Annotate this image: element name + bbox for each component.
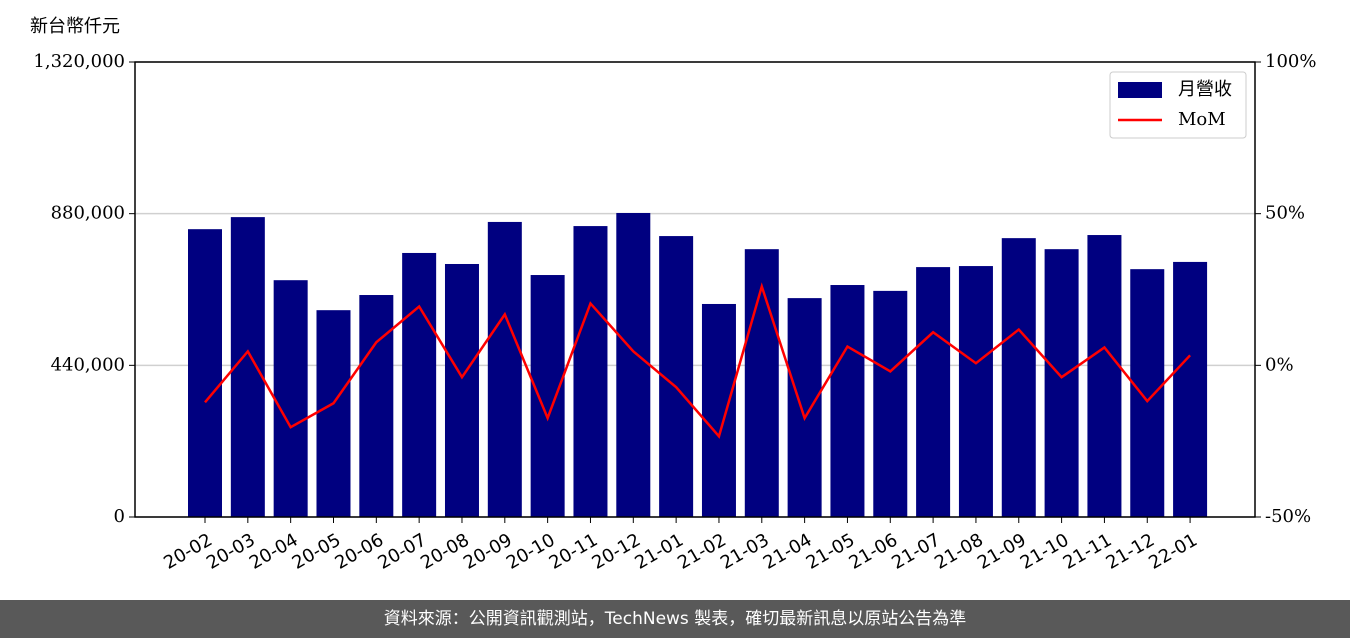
x-tick-label: 21-05 — [803, 529, 859, 573]
x-tick-label: 21-10 — [1017, 529, 1073, 573]
x-tick-label: 21-03 — [717, 529, 773, 573]
x-tick-label: 20-04 — [246, 529, 302, 573]
x-tick-label: 20-10 — [503, 529, 559, 573]
legend-swatch — [1118, 82, 1162, 98]
x-tick-label: 21-09 — [974, 529, 1030, 573]
x-tick-label: 21-08 — [931, 529, 987, 573]
bar — [359, 295, 394, 517]
x-tick-label: 21-12 — [1102, 529, 1158, 573]
x-tick-label: 21-01 — [631, 529, 687, 573]
x-tick-label: 21-06 — [845, 529, 901, 573]
bar — [701, 303, 736, 517]
bar — [487, 221, 522, 517]
bar — [958, 266, 993, 517]
line — [204, 282, 1192, 439]
bar — [1087, 235, 1122, 517]
bar — [316, 310, 351, 517]
legend-label: 月營收 — [1178, 79, 1232, 100]
bar — [916, 267, 951, 517]
legend-label: MoM — [1178, 109, 1226, 130]
bar — [530, 275, 565, 517]
bar — [744, 249, 779, 517]
bar — [1044, 249, 1079, 517]
y-tick-label: 880,000 — [51, 203, 125, 224]
bar — [402, 252, 437, 517]
bar — [873, 290, 908, 517]
x-tick-label: 20-08 — [417, 529, 473, 573]
x-tick-label: 20-06 — [332, 529, 388, 573]
footer: 資料來源：公開資訊觀測站，TechNews 製表，確切最新訊息以原站公告為準 — [0, 600, 1350, 638]
x-tick-label: 20-03 — [203, 529, 259, 573]
y2-tick-label: 0% — [1265, 354, 1294, 375]
x-tick-label: 21-11 — [1060, 529, 1116, 573]
x-tick-label: 20-02 — [160, 529, 216, 573]
bar — [230, 217, 265, 517]
bar — [444, 263, 479, 517]
bar — [273, 280, 308, 517]
chart: 新台幣仟元 0 440,000 880,000 1,320,000 -50% 0% 50% 1… — [30, 16, 1316, 574]
x-tick-label: 21-02 — [674, 529, 730, 573]
bar — [830, 285, 865, 517]
y2-tick-label: 50% — [1265, 203, 1305, 224]
bar — [573, 226, 608, 518]
bar — [1130, 269, 1165, 517]
bar — [1001, 238, 1036, 518]
x-tick-label: 21-04 — [760, 529, 816, 573]
y-tick-label: 0 — [114, 506, 125, 527]
x-tick-label: 20-11 — [546, 529, 602, 573]
bar — [787, 298, 822, 517]
x-tick-label: 21-07 — [888, 529, 944, 573]
bar — [616, 212, 651, 517]
bar — [1173, 261, 1208, 517]
x-tick-label: 20-12 — [588, 529, 644, 573]
x-tick-label: 20-05 — [289, 529, 345, 573]
y-axis-unit: 新台幣仟元 — [30, 16, 120, 37]
plot-frame — [134, 61, 1256, 518]
bar — [188, 229, 222, 517]
x-tick-label: 22-01 — [1145, 529, 1201, 573]
y2-tick-label: -50% — [1265, 506, 1311, 527]
x-tick-label: 20-07 — [374, 529, 430, 573]
y2-tick-label: 100% — [1265, 51, 1316, 72]
x-tick-label: 20-09 — [460, 529, 516, 573]
y-tick-label: 1,320,000 — [33, 51, 125, 72]
y-tick-label: 440,000 — [51, 354, 125, 375]
